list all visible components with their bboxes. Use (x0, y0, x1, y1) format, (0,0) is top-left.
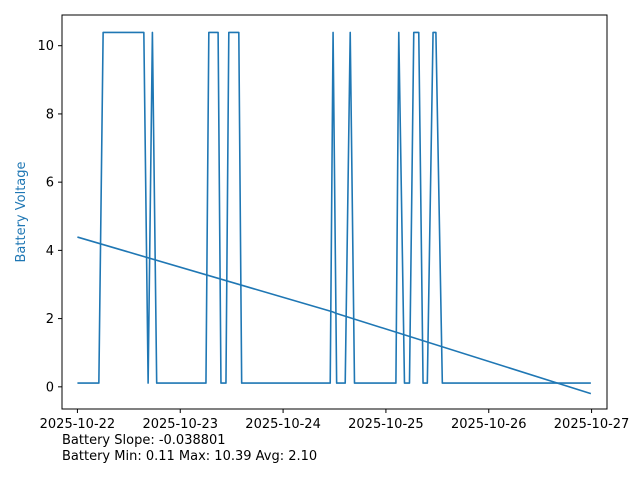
battery-minmax-text: Battery Min: 0.11 Max: 10.39 Avg: 2.10 (62, 449, 318, 464)
x-tick-label: 2025-10-22 (40, 417, 116, 430)
y-tick-label: 0 (46, 380, 54, 395)
y-tick-label: 4 (46, 244, 54, 259)
x-tick-label: 2025-10-25 (348, 417, 424, 430)
y-tick-label: 6 (46, 176, 54, 191)
x-axis: 2025-10-22 2025-10-23 2025-10-24 2025-10-25… (40, 409, 630, 430)
plot-lines (77, 31, 592, 395)
y-tick-label: 8 (46, 107, 54, 122)
y-axis-label: Battery Voltage (14, 161, 29, 262)
x-tick-label: 2025-10-23 (142, 417, 218, 430)
battery-voltage-line (77, 31, 591, 384)
stats-block: Battery Slope: -0.038801 Battery Min: 0.… (62, 433, 317, 465)
battery-trend-line (77, 236, 592, 395)
battery-slope-text: Battery Slope: -0.038801 (62, 433, 226, 448)
x-tick-label: 2025-10-27 (554, 417, 630, 430)
y-axis: 0 2 4 6 8 10 (37, 39, 62, 395)
battery-voltage-chart: 2025-10-22 2025-10-23 2025-10-24 2025-10-25… (14, 14, 630, 430)
x-tick-label: 2025-10-24 (245, 417, 321, 430)
y-tick-label: 10 (37, 39, 54, 54)
x-tick-label: 2025-10-26 (451, 417, 527, 430)
plot-frame (61, 14, 608, 410)
y-tick-label: 2 (46, 312, 54, 327)
